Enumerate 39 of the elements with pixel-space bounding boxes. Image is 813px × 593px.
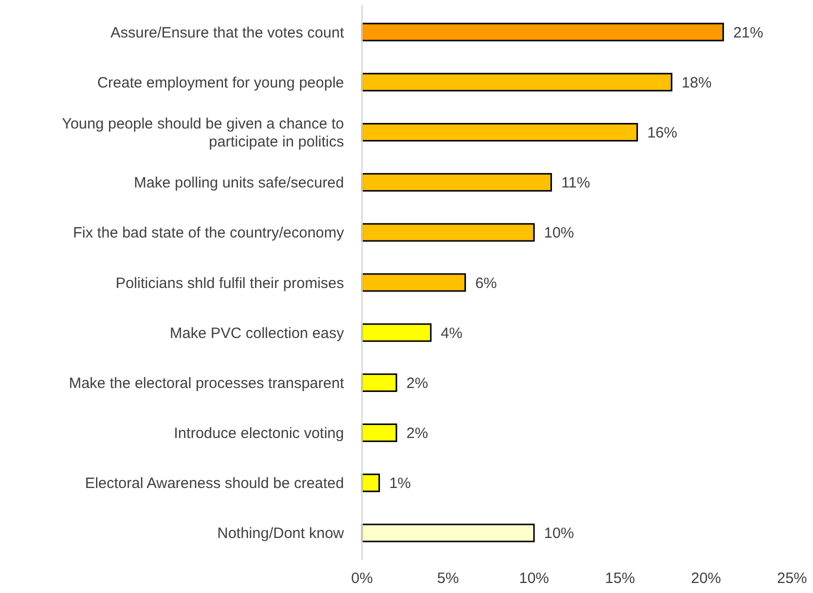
x-tick-label: 25% [776,570,808,587]
bar [361,424,398,442]
x-tick-label: 15% [604,570,636,587]
bar [361,323,432,342]
bar [361,22,724,42]
bar [361,474,380,492]
y-tick-label: Young people should be given a chance to participate in politics [62,115,344,150]
x-tick-label: 10% [518,570,550,587]
y-tick-label: Introduce electonic voting [174,425,344,442]
data-label: 10% [544,525,574,542]
bar [361,524,535,542]
x-tick-label: 20% [690,570,722,587]
x-tick-label: 0% [351,570,373,587]
data-label: 2% [406,374,428,392]
y-tick-label: Make PVC collection easy [170,324,344,342]
y-tick-label: Nothing/Dont know [217,525,344,542]
data-label: 16% [647,124,678,142]
y-tick-label: Create employment for young people [97,74,344,92]
y-tick-label: Make polling units safe/secured [134,174,344,192]
bar [361,122,638,142]
data-label: 21% [733,24,764,42]
y-tick-label: Politicians shld fulfil their promises [116,274,344,292]
data-label: 6% [475,274,497,292]
data-label: 4% [440,324,462,342]
bar [361,173,552,192]
y-tick-label: Electoral Awareness should be created [84,475,344,492]
y-tick-label: Make the electoral processes transparent [68,374,345,392]
data-label: 1% [389,475,411,492]
bar [361,373,398,392]
data-label: 10% [544,224,574,242]
data-label: 11% [561,174,590,192]
data-label: 18% [682,74,712,92]
data-label: 2% [406,425,428,442]
bar [361,273,466,292]
y-tick-label: Assure/Ensure that the votes count [110,24,345,42]
bar [361,223,535,242]
y-tick-label: Fix the bad state of the country/economy [73,224,344,242]
bar [361,72,672,92]
x-tick-label: 5% [437,570,459,587]
